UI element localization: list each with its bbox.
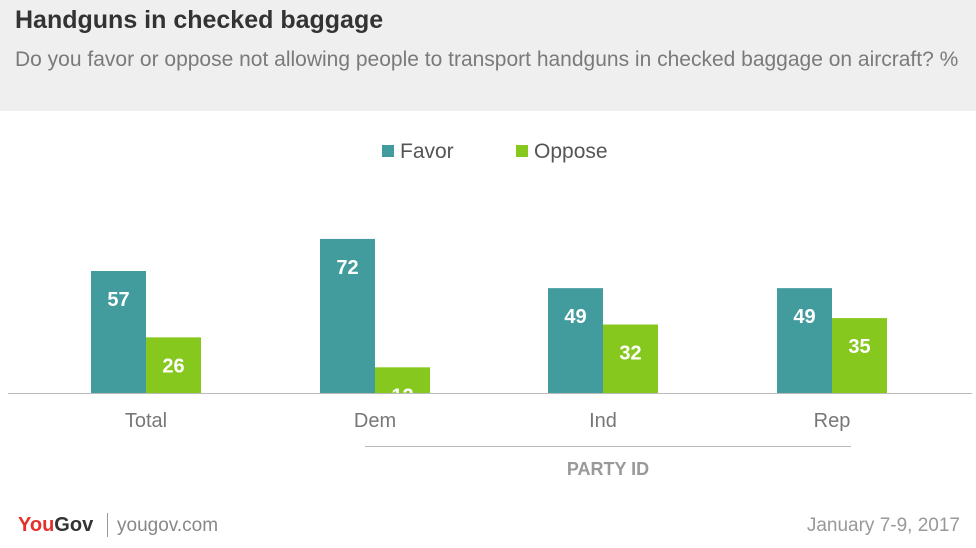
value-label-oppose-ind: 32 [619,343,641,365]
chart-subtitle: Do you favor or oppose not allowing peop… [15,48,959,71]
value-label-oppose-total: 26 [162,355,184,377]
footer-url: yougov.com [117,515,219,536]
chart-title: Handguns in checked baggage [15,6,384,34]
legend-label-oppose: Oppose [534,140,608,163]
value-label-favor-ind: 49 [564,306,586,328]
value-label-oppose-dem: 12 [391,385,413,407]
bar-favor-rep [777,288,832,393]
legend-label-favor: Favor [400,140,454,163]
yougov-logo: YouGov [18,514,93,537]
legend-swatch-favor [382,145,394,157]
logo-you-text: You [18,514,55,536]
bar-oppose-rep [832,318,887,393]
footer-date: January 7-9, 2017 [806,515,960,536]
header-band: Handguns in checked baggage Do you favor… [0,0,976,111]
bar-favor-total [91,271,146,393]
party-id-label: PARTY ID [567,459,649,479]
bar-oppose-dem [375,367,430,393]
bar-favor-ind [548,288,603,393]
category-label-rep: Rep [814,410,851,432]
category-label-ind: Ind [589,410,617,432]
category-label-dem: Dem [354,410,396,432]
value-label-oppose-rep: 35 [848,336,870,358]
category-label-total: Total [125,410,167,432]
value-label-favor-rep: 49 [793,306,815,328]
logo-gov-text: Gov [54,514,94,536]
footer-divider [107,513,108,537]
bar-oppose-total [146,337,201,393]
legend-swatch-oppose [516,145,528,157]
bar-oppose-ind [603,324,658,393]
bar-favor-dem [320,238,375,393]
value-label-favor-total: 57 [107,289,129,311]
bar-chart: Favor Oppose 57 26 Total 72 12 Dem 49 32 Ind 49 35 Re… [8,140,972,479]
value-label-favor-dem: 72 [336,257,358,279]
